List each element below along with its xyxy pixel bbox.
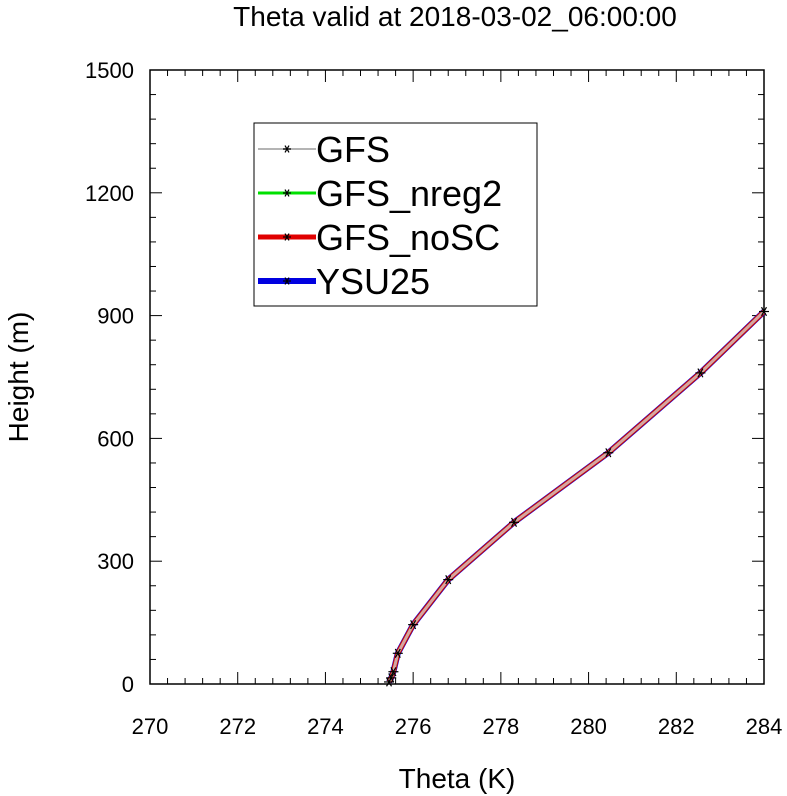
y-tick-label: 600 [97,426,134,451]
legend-box [253,122,538,307]
y-tick-label: 0 [122,672,134,697]
data-point-marker [695,368,706,378]
x-tick-label: 276 [395,714,432,739]
x-tick-label: 274 [307,714,344,739]
legend-marker [283,145,291,153]
x-tick-label: 284 [746,714,783,739]
data-point-marker [392,648,403,658]
data-point-marker [386,673,397,683]
y-tick-label: 1200 [85,181,134,206]
legend-label: YSU25 [316,261,430,302]
legend-marker [283,189,291,197]
legend-label: GFS [316,129,390,170]
data-point-marker [603,448,614,458]
y-tick-label: 1500 [85,58,134,83]
data-point-marker [388,667,399,677]
data-point-marker [759,306,769,317]
x-tick-label: 280 [570,714,607,739]
legend-marker [283,233,291,241]
data-point-marker [408,619,419,630]
y-tick-label: 300 [97,549,134,574]
data-point-marker [443,574,454,585]
legend-marker [283,277,291,285]
plot-area: 270 272 274 276 278 280 282 284 0 300 600 900 1200 15… [85,58,782,739]
x-axis-title: Theta (K) [399,763,516,794]
chart-title: Theta valid at 2018-03-02_06:00:00 [233,1,677,32]
x-tick-label: 282 [658,714,695,739]
y-axis-title: Height (m) [3,312,34,443]
legend-label: GFS_noSC [316,217,500,258]
y-tick-label: 900 [97,304,134,329]
series-line-blend [387,310,766,683]
x-tick-label: 272 [219,714,256,739]
x-tick-label: 278 [482,714,519,739]
plot-frame [149,69,765,685]
x-tick-label: 270 [132,714,169,739]
legend-label: GFS_nreg2 [316,173,502,214]
data-point-marker [509,517,520,527]
